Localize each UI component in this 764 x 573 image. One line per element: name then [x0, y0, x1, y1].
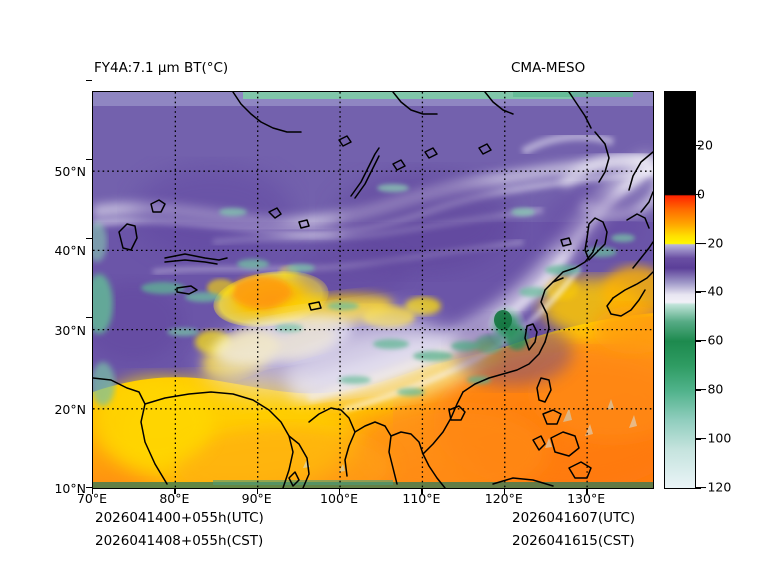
x-axis-labels: 70°E 80°E 90°E 100°E 110°E 120°E 130°E [77, 489, 658, 511]
cb-tickmark-20 [695, 144, 701, 147]
y-tickmark-30n [86, 238, 92, 240]
y-tickmark-50n [86, 80, 92, 82]
cb-tick-m60: −60 [697, 332, 724, 348]
map-gridlines [93, 92, 653, 488]
chart-title-left: FY4A:7.1 μm BT(°C) [94, 60, 229, 76]
x-tickmark-100e [339, 488, 341, 494]
y-tick-50n: 50°N [54, 164, 86, 180]
y-tick-30n: 30°N [54, 322, 86, 338]
map-panel [92, 91, 654, 489]
colorbar [664, 91, 696, 489]
y-tickmark-20n [86, 317, 92, 319]
x-tickmark-110e [421, 488, 423, 494]
cb-tick-20: 20 [697, 137, 713, 153]
satellite-brightness-temperature-map [93, 92, 653, 488]
cb-tickmark-m60 [695, 340, 701, 342]
x-tickmark-70e [92, 488, 94, 494]
y-tick-20n: 20°N [54, 401, 86, 417]
x-tick-90e: 90°E [241, 491, 272, 506]
cb-tickmark-m120 [695, 487, 701, 489]
cb-tickmark-0 [695, 193, 701, 196]
x-tick-130e: 130°E [567, 491, 606, 506]
y-tickmark-40n [86, 159, 92, 161]
x-tickmark-130e [586, 488, 588, 494]
x-tick-80e: 80°E [159, 491, 190, 506]
x-tickmark-120e [503, 488, 506, 494]
cb-tickmark-m40 [695, 291, 701, 293]
cb-tickmark-m100 [695, 438, 701, 440]
x-tick-110e: 110°E [402, 491, 441, 506]
cb-tick-m120: −120 [697, 479, 732, 495]
x-tickmark-80e [174, 488, 176, 494]
y-tick-10n: 10°N [54, 481, 86, 496]
y-axis-labels: 20°N 30°N 40°N 50°N 10°N [0, 91, 86, 496]
footer-valid-time-utc: 2026041607(UTC) [512, 510, 636, 526]
y-tickmark-10n [86, 487, 92, 489]
x-tick-70e: 70°E [76, 491, 108, 506]
x-tick-120e: 120°E [484, 491, 523, 506]
cb-tickmark-m80 [695, 389, 701, 391]
cb-tick-m20: −20 [697, 235, 724, 251]
x-tickmark-90e [256, 488, 259, 494]
footer-valid-time-cst: 2026041615(CST) [512, 533, 635, 549]
colorbar-gradient [665, 92, 695, 488]
cb-tick-m40: −40 [697, 283, 724, 299]
footer-init-time-utc: 2026041400+055h(UTC) [95, 510, 264, 526]
cb-tick-m80: −80 [697, 381, 724, 397]
y-tick-40n: 40°N [54, 243, 86, 259]
cb-tick-0: 0 [697, 186, 705, 202]
cb-tickmark-m20 [695, 242, 701, 245]
footer-init-time-cst: 2026041408+055h(CST) [95, 533, 264, 549]
x-tick-100e: 100°E [320, 491, 359, 506]
cb-tick-m100: −100 [697, 430, 732, 446]
chart-title-right: CMA-MESO [511, 60, 586, 76]
